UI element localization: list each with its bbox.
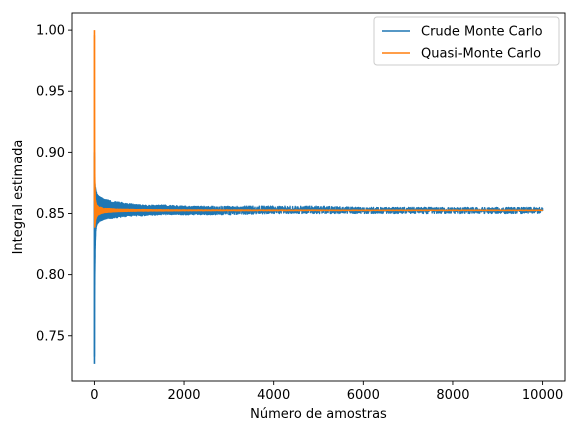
legend-box	[373, 16, 560, 66]
x-tick-label: 6000	[347, 388, 380, 403]
series-quasi-monte-carlo	[93, 30, 544, 228]
legend-label-quasi: Quasi-Monte Carlo	[421, 47, 541, 62]
x-tick-label: 8000	[436, 388, 469, 403]
x-tick-label: 4000	[257, 388, 290, 403]
legend: Crude Monte Carlo Quasi-Monte Carlo	[373, 16, 560, 66]
y-tick-label: 0.80	[36, 268, 65, 283]
plot-area	[93, 30, 544, 364]
x-tick-label: 2000	[167, 388, 200, 403]
y-tick-label: 0.85	[36, 207, 65, 222]
y-tick-label: 0.75	[36, 329, 65, 344]
y-tick-label: 0.90	[36, 146, 65, 161]
x-tick-label: 0	[90, 388, 98, 403]
y-axis-label: Integral estimada	[11, 140, 26, 255]
x-tick-label: 10000	[522, 388, 563, 403]
legend-label-crude: Crude Monte Carlo	[421, 25, 543, 40]
axes-frame	[71, 12, 566, 382]
y-tick-label: 1.00	[36, 24, 65, 39]
x-axis-label: Número de amostras	[250, 407, 387, 422]
axis-ticks: 0 2000 4000 6000 8000 10000 0.75 0.80 0.85 0.90 0.…	[36, 24, 563, 403]
series-line	[93, 34, 544, 228]
y-tick-label: 0.95	[36, 85, 65, 100]
